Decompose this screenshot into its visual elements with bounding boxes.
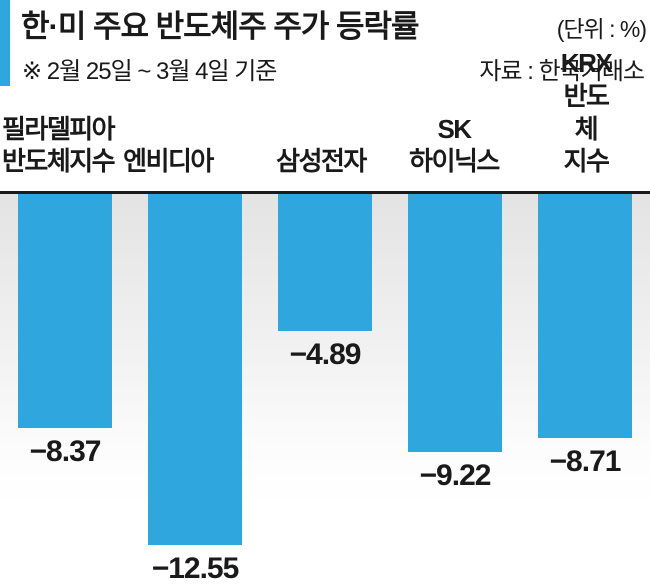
category-label: 삼성전자 [276, 146, 367, 177]
bar [408, 194, 502, 452]
category-label: SK 하이닉스 [409, 113, 500, 177]
bar-value-label: −8.37 [29, 435, 102, 468]
category-label: KRX반도체 지수 [560, 48, 613, 177]
chart-title: 한·미 주요 반도체주 주가 등락률 [21, 9, 420, 44]
bar [148, 194, 242, 545]
zero-baseline [0, 191, 650, 194]
category-label: 필라델피아 반도체지수 [2, 113, 116, 177]
category-label: 엔비디아 [123, 146, 214, 177]
bar [18, 194, 112, 428]
period-note: ※ 2월 25일 ~ 3월 4일 기준 [22, 58, 277, 85]
bar [538, 194, 632, 438]
chart-area: −8.37 −12.55 −4.89 −9.22 −8.71 [0, 191, 650, 586]
source-note: 자료 : 한국거래소 [479, 58, 645, 85]
header: 한·미 주요 반도체주 주가 등락률 (단위 : %) [21, 4, 647, 52]
category-labels: 필라델피아 반도체지수 엔비디아 삼성전자 SK 하이닉스 KRX반도체 지수 [0, 48, 650, 182]
bar [278, 194, 372, 331]
bar-value-label: −4.89 [289, 338, 362, 371]
unit-note: (단위 : %) [556, 16, 647, 42]
bar-value-label: −12.55 [151, 552, 240, 585]
sub-header: ※ 2월 25일 ~ 3월 4일 기준 자료 : 한국거래소 [22, 56, 645, 88]
title-accent-bar [0, 0, 10, 86]
bar-value-label: −9.22 [419, 459, 492, 492]
bar-value-label: −8.71 [549, 445, 622, 478]
